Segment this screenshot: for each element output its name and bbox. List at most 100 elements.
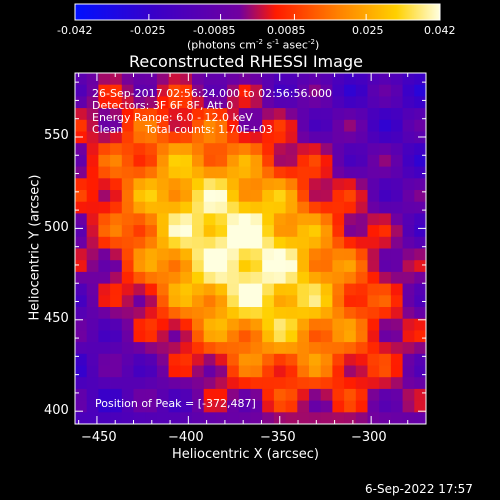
heatmap-cell: [285, 225, 298, 238]
colorbar-tick-label: 0.025: [352, 24, 384, 37]
heatmap-cell: [262, 178, 275, 191]
heatmap-cell: [273, 388, 287, 402]
heatmap-cell: [414, 119, 427, 132]
heatmap-cell: [309, 213, 322, 226]
heatmap-cell: [390, 283, 404, 296]
heatmap-cell: [156, 342, 170, 355]
heatmap-cell: [367, 342, 380, 355]
heatmap-cell: [145, 84, 158, 97]
heatmap-cell: [75, 190, 88, 203]
heatmap-cell: [168, 365, 181, 378]
heatmap-cell: [355, 178, 368, 191]
heatmap-cell: [250, 166, 263, 179]
heatmap-cell: [110, 342, 123, 355]
heatmap-cell: [180, 307, 193, 320]
heatmap-cell: [414, 84, 427, 97]
heatmap-cell: [168, 166, 181, 179]
heatmap-cell: [367, 248, 380, 261]
heatmap-cell: [238, 131, 251, 144]
heatmap-cell: [110, 190, 123, 203]
heatmap-cell: [180, 353, 193, 366]
heatmap-cell: [379, 119, 392, 132]
heatmap-cell: [273, 400, 287, 413]
heatmap-cell: [180, 84, 193, 97]
heatmap-cell: [168, 248, 181, 261]
heatmap-cell: [238, 283, 251, 296]
heatmap-cell: [133, 213, 146, 226]
heatmap-cell: [297, 365, 310, 378]
heatmap-cell: [110, 119, 123, 132]
heatmap-cell: [250, 353, 263, 366]
heatmap-cell: [367, 271, 380, 285]
heatmap-cell: [309, 283, 322, 296]
heatmap-cell: [110, 353, 123, 366]
heatmap-cell: [145, 377, 158, 390]
heatmap-cell: [227, 271, 240, 285]
heatmap-cell: [309, 236, 322, 249]
heatmap-cell: [238, 108, 251, 121]
heatmap-cell: [379, 154, 392, 168]
heatmap-cell: [75, 84, 88, 97]
heatmap-cell: [192, 377, 205, 390]
heatmap-cell: [355, 400, 368, 413]
heatmap-cell: [367, 84, 380, 97]
heatmap-cell: [297, 248, 310, 261]
heatmap-cell: [98, 154, 111, 168]
heatmap-cell: [238, 295, 251, 308]
heatmap-cell: [332, 283, 345, 296]
heatmap-cell: [402, 330, 415, 343]
heatmap-cell: [367, 283, 380, 296]
heatmap-cell: [414, 108, 427, 121]
heatmap-cell: [297, 412, 310, 425]
heatmap-cell: [250, 201, 263, 214]
heatmap-cell: [344, 119, 357, 132]
heatmap-cell: [250, 119, 263, 132]
heatmap-cell: [332, 295, 345, 308]
heatmap-cell: [192, 271, 205, 285]
heatmap-cell: [344, 143, 357, 156]
heatmap-cell: [121, 271, 134, 285]
heatmap-cell: [75, 248, 88, 261]
heatmap-cell: [98, 96, 111, 109]
heatmap-cell: [180, 119, 193, 132]
heatmap-cell: [110, 154, 123, 168]
heatmap-cell: [273, 342, 287, 355]
heatmap-cell: [203, 400, 216, 413]
heatmap-cell: [262, 73, 275, 86]
heatmap-cell: [75, 213, 88, 226]
heatmap-cell: [238, 365, 251, 378]
heatmap-cell: [86, 412, 99, 425]
heatmap-cell: [344, 236, 357, 249]
heatmap-cell: [98, 84, 111, 97]
heatmap-cell: [414, 131, 427, 144]
heatmap-cell: [402, 108, 415, 121]
heatmap-cell: [344, 84, 357, 97]
heatmap-cell: [180, 236, 193, 249]
heatmap-cell: [98, 318, 111, 331]
heatmap-cell: [238, 154, 251, 168]
heatmap-cell: [320, 96, 333, 109]
heatmap-cell: [273, 377, 287, 390]
heatmap-cell: [367, 318, 380, 331]
heatmap-cell: [215, 84, 228, 97]
heatmap-cell: [250, 377, 263, 390]
heatmap-cell: [390, 225, 404, 238]
heatmap-cell: [390, 213, 404, 226]
heatmap-cell: [297, 108, 310, 121]
heatmap-cell: [86, 96, 99, 109]
heatmap-cell: [390, 388, 404, 402]
heatmap-cell: [168, 178, 181, 191]
heatmap-cell: [110, 225, 123, 238]
heatmap-cell: [203, 330, 216, 343]
heatmap-cell: [86, 108, 99, 121]
heatmap-cell: [145, 143, 158, 156]
heatmap-cell: [344, 166, 357, 179]
heatmap-cell: [414, 388, 427, 402]
heatmap-cell: [379, 108, 392, 121]
heatmap-cell: [192, 119, 205, 132]
heatmap-cell: [379, 178, 392, 191]
heatmap-cell: [355, 307, 368, 320]
heatmap-cell: [215, 318, 228, 331]
heatmap-cell: [390, 73, 404, 86]
heatmap-cell: [414, 96, 427, 109]
